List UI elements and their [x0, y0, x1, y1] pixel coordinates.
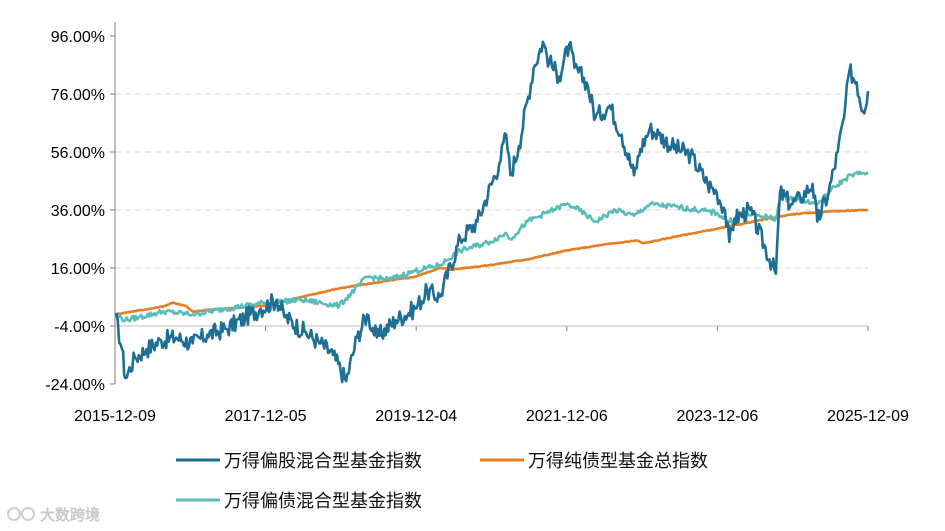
gridlines — [115, 93, 868, 327]
x-axis-ticks: 2015-12-09 2017-12-05 2019-12-04 2021-12-06… — [74, 326, 909, 425]
legend-item-0: 万得偏股混合型基金指数 — [176, 451, 422, 472]
y-tick-label: -4.00% — [54, 319, 105, 336]
x-tick-label: 2019-12-04 — [375, 408, 457, 425]
legend-item-2: 万得偏债混合型基金指数 — [176, 491, 422, 512]
legend-label: 万得纯债型基金总指数 — [528, 451, 708, 472]
x-tick-label: 2015-12-09 — [74, 408, 156, 425]
x-tick-label: 2021-12-06 — [526, 408, 608, 425]
y-tick-label: 16.00% — [51, 261, 105, 278]
y-tick-label: 76.00% — [51, 87, 105, 104]
y-tick-label: 36.00% — [51, 203, 105, 220]
x-tick-label: 2023-12-06 — [676, 408, 758, 425]
legend-label: 万得偏股混合型基金指数 — [224, 451, 422, 472]
legend-label: 万得偏债混合型基金指数 — [224, 491, 422, 512]
series-lines — [114, 40, 870, 384]
watermark-text: 大数跨境 — [40, 506, 100, 524]
watermark: 大数跨境 — [7, 506, 100, 524]
x-tick-label: 2017-12-05 — [225, 408, 307, 425]
series-line-2 — [114, 170, 869, 323]
y-tick-label: 56.00% — [51, 145, 105, 162]
x-tick-label: 2025-12-09 — [827, 408, 909, 425]
y-tick-label: -24.00% — [45, 377, 105, 394]
y-axis-ticks: 96.00% 76.00% 56.00% 36.00% 16.00% -4.00% -24.… — [45, 29, 115, 394]
series-line-0 — [114, 40, 870, 384]
legend-item-1: 万得纯债型基金总指数 — [480, 451, 708, 472]
watermark-logo-icon — [7, 507, 35, 521]
y-tick-label: 96.00% — [51, 29, 105, 46]
